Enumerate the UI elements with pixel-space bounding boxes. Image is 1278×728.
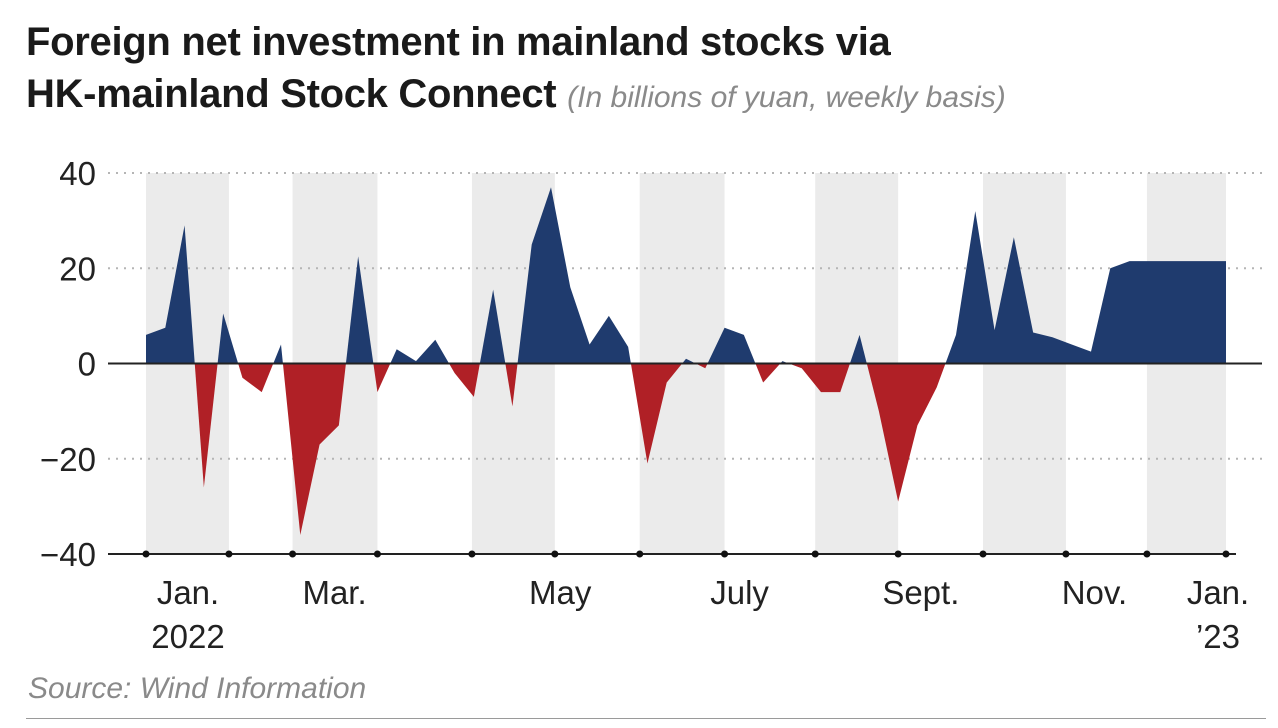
- x-axis-tick-13: [1222, 550, 1230, 558]
- x-axis-tick-2: [289, 550, 297, 558]
- x-tick-year-label: ’23: [1196, 618, 1240, 655]
- y-tick-label: 20: [59, 250, 96, 287]
- x-axis-tick-0: [142, 550, 150, 558]
- x-tick-label: Sept.: [882, 574, 959, 611]
- negative-area-1: [238, 363, 274, 393]
- x-axis-tick-11: [1062, 550, 1070, 558]
- axes: [108, 362, 1262, 558]
- chart-title: Foreign net investment in mainland stock…: [26, 16, 1266, 124]
- negative-area-4: [449, 363, 480, 397]
- x-axis-tick-1: [225, 550, 233, 558]
- negative-area-0: [194, 363, 218, 488]
- positive-area-4: [390, 339, 450, 364]
- negative-area-5: [505, 363, 518, 407]
- positive-area-3: [345, 256, 374, 364]
- chart-subtitle: (In billions of yuan, weekly basis): [567, 81, 1006, 114]
- y-tick-label: −40: [40, 536, 96, 573]
- x-axis-tick-12: [1143, 550, 1151, 558]
- positive-area-2: [273, 344, 283, 364]
- positive-area-1: [217, 313, 239, 364]
- x-axis-tick-4: [468, 550, 476, 558]
- negative-area-6: [630, 363, 683, 464]
- x-axis-tick-7: [721, 550, 729, 558]
- negative-area-2: [282, 363, 346, 535]
- x-axis-tick-5: [551, 550, 559, 558]
- x-tick-label: July: [710, 574, 769, 611]
- positive-area-10: [849, 334, 867, 364]
- x-axis-tick-6: [636, 550, 644, 558]
- positive-area-7: [682, 358, 696, 364]
- y-tick-label: −20: [40, 441, 96, 478]
- bottom-rule: [26, 718, 1266, 719]
- negative-area-7: [695, 363, 708, 369]
- positive-area-5: [479, 289, 506, 364]
- axis-labels: 40 20 0 −40 −20 Jan. 2022 Mar. May July Sept. Nov. J…: [40, 155, 1249, 655]
- area-series: [146, 187, 1226, 535]
- x-tick-year-label: 2022: [151, 618, 224, 655]
- negative-area-9: [788, 363, 850, 393]
- x-axis-tick-10: [979, 550, 987, 558]
- title-line-1: Foreign net investment in mainland stock…: [26, 20, 891, 64]
- negative-area-8: [755, 363, 781, 383]
- negative-area-10: [866, 363, 946, 502]
- x-tick-label: May: [529, 574, 592, 611]
- source-note: Source: Wind Information: [28, 672, 367, 705]
- x-tick-label: Jan.: [1187, 574, 1249, 611]
- x-tick-label: Mar.: [302, 574, 366, 611]
- x-axis-tick-3: [373, 550, 381, 558]
- title-line-2: HK-mainland Stock Connect: [26, 72, 557, 116]
- y-tick-label: 0: [78, 346, 96, 383]
- positive-area-6: [517, 187, 631, 364]
- y-tick-label: 40: [59, 155, 96, 192]
- positive-area-0: [146, 225, 195, 364]
- x-tick-label: Jan.: [157, 574, 219, 611]
- positive-area-11: [945, 211, 1226, 364]
- x-axis-tick-9: [894, 550, 902, 558]
- negative-area-3: [373, 363, 391, 393]
- x-tick-label: Nov.: [1062, 574, 1127, 611]
- positive-area-8: [707, 327, 756, 364]
- x-axis-tick-8: [811, 550, 819, 558]
